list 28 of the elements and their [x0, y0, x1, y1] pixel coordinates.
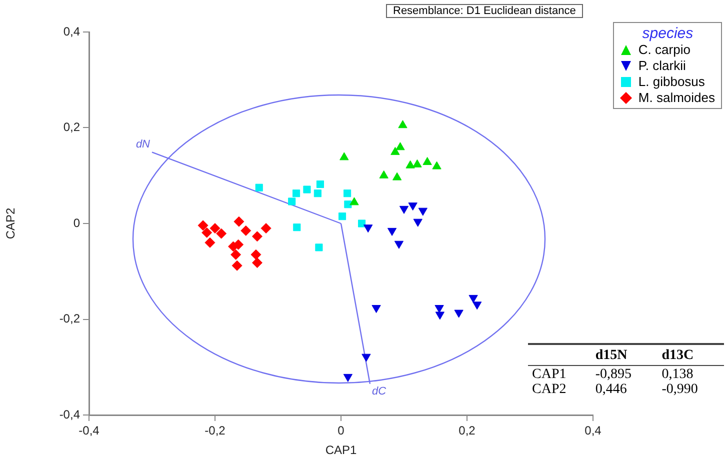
legend-label: L. gibbosus — [638, 74, 705, 90]
y-tick-label: 0,4 — [63, 24, 80, 38]
y-tick-label: -0,2 — [59, 312, 80, 326]
x-tick-label: 0,4 — [584, 424, 602, 438]
y-tick-label: 0,2 — [63, 120, 80, 134]
x-tick-label: -0,2 — [204, 424, 226, 438]
text: -0,990 — [660, 382, 699, 397]
text: -0,895 — [594, 367, 633, 382]
y-axis-title: CAP2 — [4, 208, 18, 240]
text: Resemblance: D1 Euclidean distance — [386, 4, 583, 18]
x-tick-label: -0,4 — [78, 424, 100, 438]
legend-label: M. salmoides — [638, 90, 715, 106]
text: 0,138 — [660, 367, 694, 382]
annotation: dN — [136, 138, 150, 151]
text: 0,446 — [594, 382, 628, 397]
x-tick-label: 0 — [338, 424, 345, 438]
x-tick-label: 0,2 — [458, 424, 476, 438]
y-tick-label: 0 — [73, 216, 80, 230]
text: d15N — [594, 347, 628, 365]
y-tick-label: -0,4 — [59, 407, 80, 422]
legend-label: C. carpio — [638, 42, 690, 58]
legend-label: P. clarkii — [638, 58, 686, 74]
annotation: CAP2 — [531, 382, 568, 397]
text: d13C — [660, 347, 695, 365]
legend-title: species — [641, 25, 694, 42]
annotation: CAP1 — [531, 367, 568, 382]
annotation: dC — [372, 385, 386, 398]
x-axis-title: CAP1 — [325, 443, 357, 458]
